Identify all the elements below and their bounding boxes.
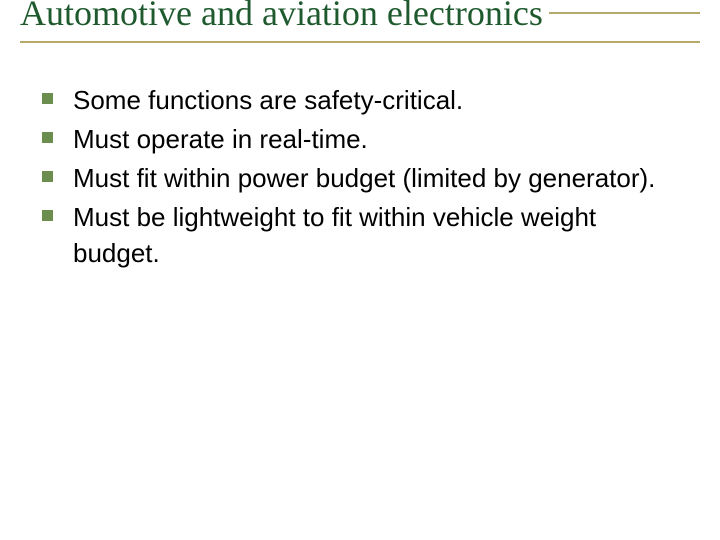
slide-title: Automotive and aviation electronics (20, 0, 549, 35)
square-bullet-icon (42, 93, 53, 104)
bullet-text: Some functions are safety-critical. (73, 83, 688, 118)
bullet-text: Must be lightweight to fit within vehicl… (73, 200, 688, 270)
square-bullet-icon (42, 171, 53, 182)
list-item: Must fit within power budget (limited by… (42, 161, 688, 196)
list-item: Must operate in real-time. (42, 122, 688, 157)
square-bullet-icon (42, 210, 53, 221)
slide: Automotive and aviation electronics Some… (0, 0, 720, 540)
list-item: Some functions are safety-critical. (42, 83, 688, 118)
square-bullet-icon (42, 132, 53, 143)
bullet-text: Must fit within power budget (limited by… (73, 161, 688, 196)
title-rule-bottom (20, 41, 700, 43)
title-box: Automotive and aviation electronics (20, 0, 700, 37)
title-block: Automotive and aviation electronics (20, 12, 700, 43)
list-item: Must be lightweight to fit within vehicl… (42, 200, 688, 270)
bullet-text: Must operate in real-time. (73, 122, 688, 157)
bullet-list: Some functions are safety-critical. Must… (20, 83, 700, 270)
